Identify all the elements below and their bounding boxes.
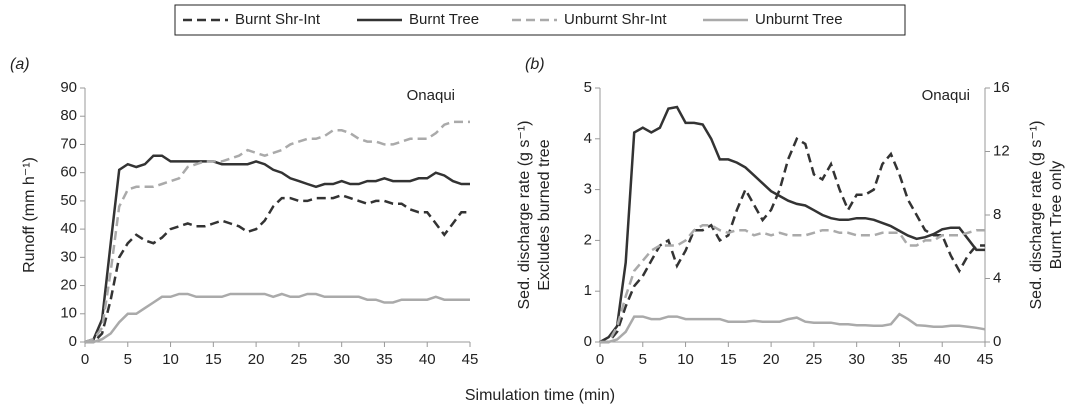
legend-label: Burnt Tree: [409, 11, 479, 28]
x-tick-label: 15: [205, 351, 222, 368]
x-tick-label: 45: [462, 351, 479, 368]
x-tick-label: 25: [806, 351, 823, 368]
y2-axis-title: Burnt Tree only: [1048, 161, 1065, 270]
y-axis-title: Excludes burned tree: [536, 139, 553, 290]
series-line: [600, 223, 985, 344]
x-tick-label: 40: [419, 351, 436, 368]
y-tick-label: 0: [69, 333, 77, 350]
y2-tick-label: 0: [993, 333, 1001, 350]
y-tick-label: 40: [60, 220, 77, 237]
legend-label: Unburnt Tree: [755, 11, 843, 28]
series-line: [85, 193, 470, 344]
y-tick-label: 70: [60, 135, 77, 152]
y-tick-label: 0: [584, 333, 592, 350]
y2-axis-title: Sed. discharge rate (g s⁻¹): [1028, 121, 1045, 310]
y-tick-label: 60: [60, 164, 77, 181]
panel-label: (a): [10, 56, 30, 73]
y2-tick-label: 16: [993, 79, 1010, 96]
y-tick-label: 20: [60, 277, 77, 294]
x-tick-label: 40: [934, 351, 951, 368]
x-axis-title: Simulation time (min): [465, 387, 615, 404]
x-tick-label: 0: [596, 351, 604, 368]
y2-tick-label: 4: [993, 269, 1001, 286]
x-tick-label: 35: [891, 351, 908, 368]
legend-label: Unburnt Shr-Int: [564, 11, 667, 28]
legend-box: [174, 4, 906, 36]
panel-label: (b): [525, 56, 545, 73]
series-line: [599, 105, 985, 344]
y-tick-label: 5: [584, 79, 592, 96]
x-tick-label: 45: [977, 351, 994, 368]
y2-tick-label: 8: [993, 206, 1001, 223]
y-tick-label: 30: [60, 248, 77, 265]
y-axis-title: Runoff (mm h⁻¹): [21, 157, 38, 273]
y-tick-label: 1: [584, 282, 592, 299]
x-tick-label: 25: [291, 351, 308, 368]
series-line: [600, 312, 986, 344]
x-tick-label: 5: [124, 351, 132, 368]
y2-tick-label: 12: [993, 142, 1010, 159]
y-tick-label: 50: [60, 192, 77, 209]
y-tick-label: 80: [60, 107, 77, 124]
x-tick-label: 0: [81, 351, 89, 368]
y-tick-label: 90: [60, 79, 77, 96]
y-tick-label: 10: [60, 305, 77, 322]
x-tick-label: 15: [720, 351, 737, 368]
x-tick-label: 20: [248, 351, 265, 368]
x-tick-label: 10: [677, 351, 694, 368]
annotation: Onaqui: [922, 87, 970, 104]
y-tick-label: 4: [584, 130, 592, 147]
annotation: Onaqui: [407, 87, 455, 104]
series-line: [85, 292, 470, 344]
legend-label: Burnt Shr-Int: [235, 11, 321, 28]
x-tick-label: 20: [763, 351, 780, 368]
series-line: [84, 154, 470, 344]
series-line: [84, 120, 470, 344]
y-tick-label: 2: [584, 231, 592, 248]
x-tick-label: 35: [376, 351, 393, 368]
x-tick-label: 30: [333, 351, 350, 368]
x-tick-label: 10: [162, 351, 179, 368]
x-tick-label: 5: [639, 351, 647, 368]
x-tick-label: 30: [848, 351, 865, 368]
y-tick-label: 3: [584, 181, 592, 198]
y-axis-title: Sed. discharge rate (g s⁻¹): [516, 121, 533, 310]
